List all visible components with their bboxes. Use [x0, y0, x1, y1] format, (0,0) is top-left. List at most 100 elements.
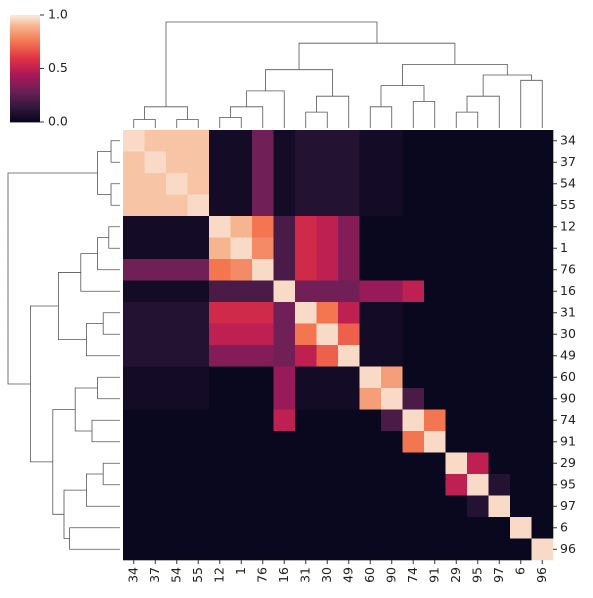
- colorbar-slice: [10, 64, 40, 68]
- heatmap-cell: [316, 173, 339, 195]
- heatmap-cell: [295, 452, 317, 475]
- colorbar-slice: [10, 38, 40, 41]
- heatmap-cell: [166, 216, 188, 238]
- heatmap-cell: [531, 366, 554, 389]
- heatmap-cell: [359, 323, 382, 346]
- heatmap-cell: [273, 302, 296, 324]
- heatmap-cell: [488, 259, 511, 281]
- heatmap-cell: [273, 237, 296, 260]
- colorbar-slice: [10, 102, 40, 105]
- heatmap-cell: [316, 302, 339, 324]
- colorbar-slice: [10, 100, 40, 103]
- heatmap-cell: [144, 474, 167, 496]
- heatmap-cell: [316, 130, 339, 152]
- heatmap-cell: [166, 302, 188, 324]
- heatmap-cell: [488, 194, 511, 217]
- heatmap-cell: [209, 259, 231, 281]
- heatmap-cell: [381, 280, 403, 303]
- heatmap-cell: [273, 538, 296, 561]
- heatmap-cell: [402, 517, 425, 539]
- heatmap-cell: [273, 194, 296, 217]
- y-tick-label: 54: [560, 175, 576, 190]
- heatmap-cell: [316, 474, 339, 496]
- heatmap-cell: [531, 517, 554, 539]
- heatmap-cell: [381, 517, 403, 539]
- heatmap-cell: [295, 130, 317, 152]
- heatmap-cell: [402, 495, 425, 518]
- heatmap-cell: [166, 431, 188, 453]
- y-tick-label: 90: [560, 390, 576, 405]
- heatmap-cell: [338, 538, 360, 561]
- colorbar-slice: [10, 113, 40, 116]
- heatmap-cell: [488, 345, 511, 367]
- heatmap-cell: [338, 237, 360, 260]
- heatmap-cell: [123, 474, 145, 496]
- heatmap-cell: [402, 538, 425, 561]
- x-tick-label: 12: [211, 567, 226, 583]
- y-tick-label: 74: [560, 412, 576, 427]
- heatmap-cell: [445, 495, 468, 518]
- heatmap-cell: [230, 323, 253, 346]
- colorbar-slice: [10, 18, 40, 21]
- heatmap-cell: [295, 323, 317, 346]
- heatmap-cell: [187, 517, 210, 539]
- colorbar-slice: [10, 52, 40, 55]
- y-tick-label: 29: [560, 455, 576, 470]
- y-tick-label: 55: [560, 197, 576, 212]
- y-tick-label: 96: [560, 541, 576, 556]
- heatmap-cell: [424, 259, 446, 281]
- heatmap-cell: [531, 151, 554, 174]
- colorbar-slice: [10, 47, 40, 50]
- heatmap-cell: [359, 259, 382, 281]
- heatmap-cell: [510, 259, 532, 281]
- heatmap-cell: [424, 130, 446, 152]
- heatmap-cell: [144, 237, 167, 260]
- heatmap-cell: [531, 495, 554, 518]
- colorbar-slice: [10, 86, 40, 89]
- heatmap-cell: [510, 452, 532, 475]
- heatmap-cell: [295, 259, 317, 281]
- colorbar-slice: [10, 88, 40, 91]
- heatmap-cell: [166, 280, 188, 303]
- heatmap-cell: [166, 474, 188, 496]
- colorbar-slice: [10, 31, 40, 34]
- heatmap-cell: [381, 130, 403, 152]
- heatmap-cell: [209, 366, 231, 389]
- heatmap-cell: [166, 366, 188, 389]
- heatmap-cell: [381, 216, 403, 238]
- heatmap-cell: [295, 237, 317, 260]
- colorbar-tick-label: 1.0: [48, 7, 68, 22]
- heatmap-cell: [209, 151, 231, 174]
- heatmap-cell: [209, 345, 231, 367]
- heatmap-cell: [209, 323, 231, 346]
- heatmap-cell: [510, 474, 532, 496]
- heatmap-cell: [209, 517, 231, 539]
- heatmap-cell: [252, 517, 274, 539]
- heatmap-cell: [338, 452, 360, 475]
- heatmap-cell: [424, 173, 446, 195]
- heatmap-cell: [467, 345, 489, 367]
- heatmap-cell: [123, 194, 145, 217]
- colorbar-slice: [10, 66, 40, 69]
- heatmap-cell: [273, 173, 296, 195]
- colorbar-slice: [10, 50, 40, 53]
- heatmap-cell: [510, 173, 532, 195]
- colorbar-slice: [10, 79, 40, 82]
- heatmap-cell: [252, 409, 274, 432]
- x-tick-label: 29: [448, 567, 463, 583]
- heatmap-cell: [209, 216, 231, 238]
- x-tick-label: 90: [383, 567, 398, 583]
- heatmap-cell: [467, 173, 489, 195]
- heatmap-cell: [402, 237, 425, 260]
- heatmap-cell: [166, 517, 188, 539]
- heatmap-cell: [123, 237, 145, 260]
- heatmap-cell: [531, 173, 554, 195]
- heatmap-cell: [531, 280, 554, 303]
- heatmap-cell: [252, 474, 274, 496]
- heatmap-cell: [230, 194, 253, 217]
- heatmap-cell: [316, 323, 339, 346]
- heatmap-cell: [252, 431, 274, 453]
- x-tick-label: 54: [168, 567, 183, 583]
- colorbar-slice: [10, 70, 40, 73]
- heatmap-cell: [316, 452, 339, 475]
